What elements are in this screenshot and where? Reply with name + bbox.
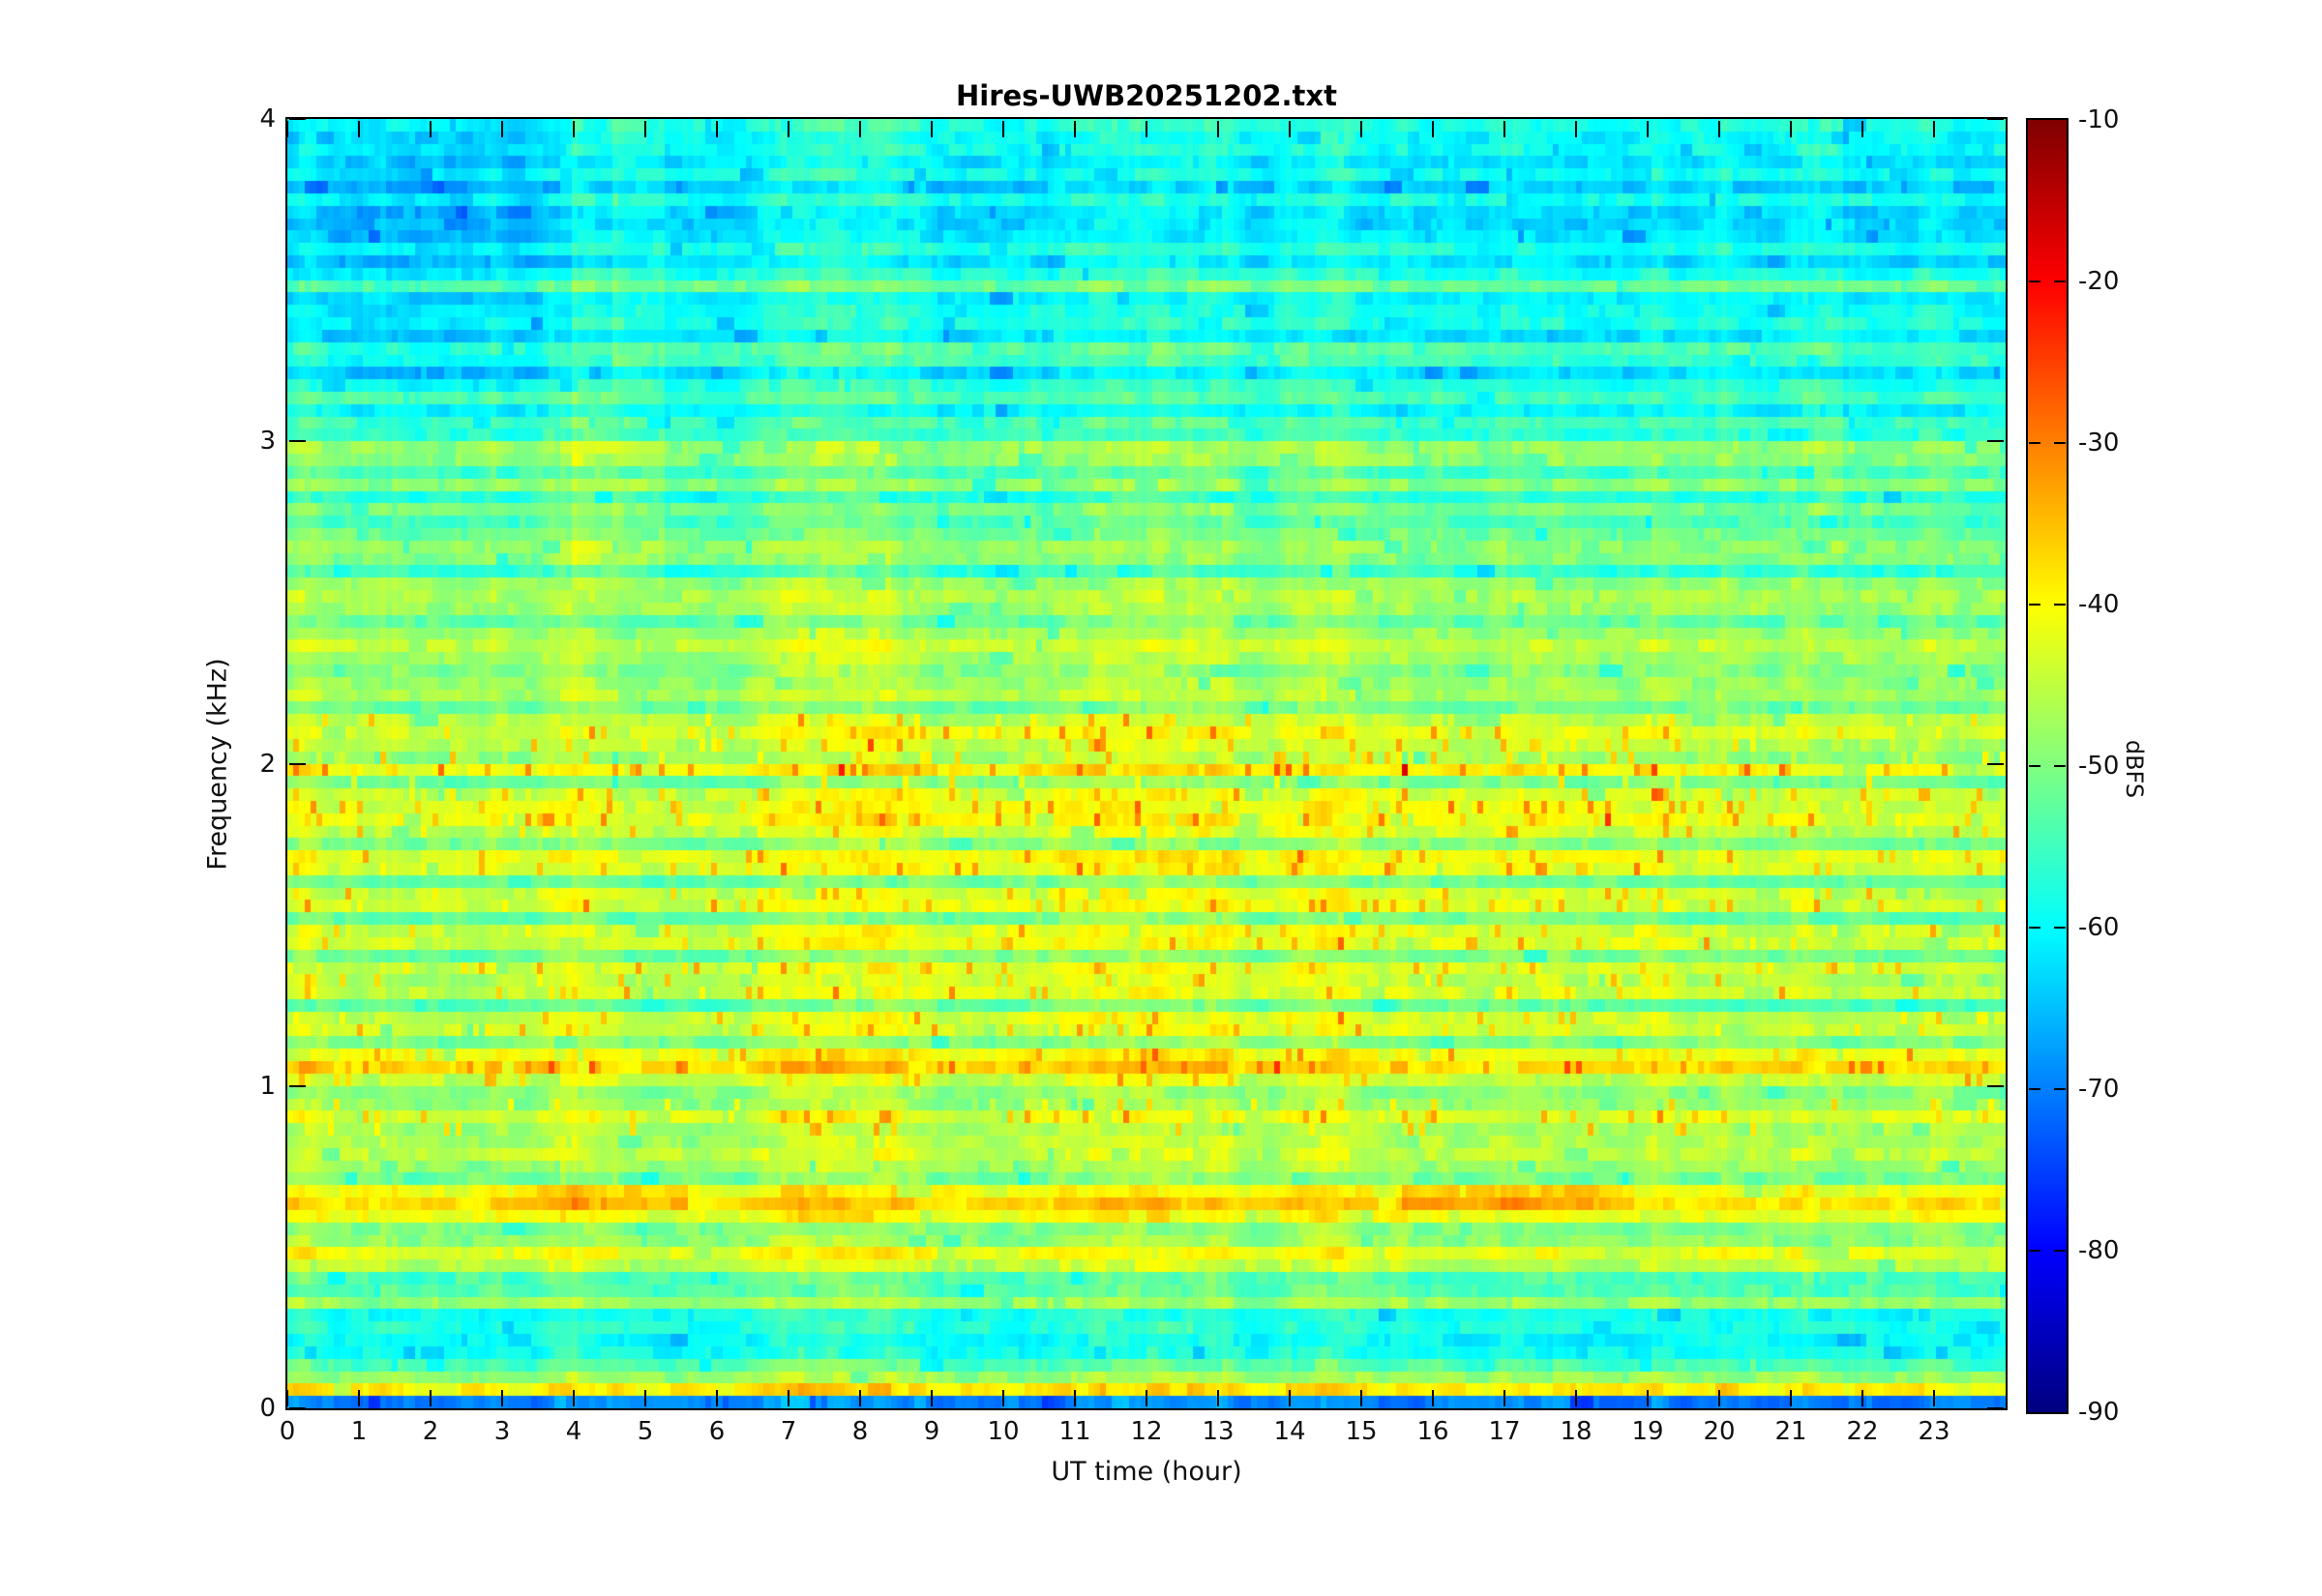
x-tick-label: 18 — [1560, 1417, 1593, 1446]
x-tick-label: 5 — [637, 1417, 654, 1446]
x-tick-label: 3 — [493, 1417, 511, 1446]
colorbar-tick-label: -60 — [2078, 913, 2120, 942]
x-axis-label: UT time (hour) — [1051, 1457, 1242, 1487]
x-tick-label: 20 — [1703, 1417, 1736, 1446]
x-tick-label: 2 — [422, 1417, 439, 1446]
colorbar — [2028, 120, 2067, 1412]
colorbar-tick-label: -90 — [2078, 1398, 2120, 1427]
x-tick-label: 21 — [1774, 1417, 1807, 1446]
y-tick-label: 0 — [259, 1394, 276, 1423]
x-tick-label: 8 — [851, 1417, 869, 1446]
colorbar-tick-label: -80 — [2078, 1236, 2120, 1265]
spectrogram-heatmap — [287, 119, 2006, 1408]
y-tick-label: 1 — [259, 1072, 276, 1101]
y-tick-label: 2 — [259, 750, 276, 779]
x-tick-label: 16 — [1416, 1417, 1449, 1446]
x-tick-label: 0 — [279, 1417, 296, 1446]
colorbar-tick-label: -70 — [2078, 1075, 2120, 1104]
x-tick-label: 23 — [1918, 1417, 1950, 1446]
x-tick-label: 22 — [1846, 1417, 1879, 1446]
x-tick-label: 15 — [1345, 1417, 1378, 1446]
x-tick-label: 6 — [708, 1417, 726, 1446]
colorbar-tick-label: -30 — [2078, 429, 2120, 458]
x-tick-label: 10 — [987, 1417, 1020, 1446]
x-tick-label: 9 — [923, 1417, 940, 1446]
x-tick-label: 17 — [1488, 1417, 1521, 1446]
x-tick-label: 14 — [1273, 1417, 1306, 1446]
x-tick-label: 11 — [1058, 1417, 1091, 1446]
y-tick-label: 4 — [259, 104, 276, 133]
colorbar-tick-label: -40 — [2078, 590, 2120, 619]
x-tick-label: 1 — [350, 1417, 368, 1446]
y-tick-label: 3 — [259, 427, 276, 456]
x-tick-label: 12 — [1130, 1417, 1163, 1446]
x-tick-label: 7 — [780, 1417, 797, 1446]
colorbar-tick-label: -50 — [2078, 752, 2120, 781]
page-title: Hires-UWB20251202.txt — [956, 79, 1337, 112]
colorbar-tick-label: -10 — [2078, 105, 2120, 134]
x-tick-label: 19 — [1631, 1417, 1664, 1446]
x-tick-label: 13 — [1202, 1417, 1235, 1446]
colorbar-tick-label: -20 — [2078, 267, 2120, 296]
x-tick-label: 4 — [565, 1417, 582, 1446]
